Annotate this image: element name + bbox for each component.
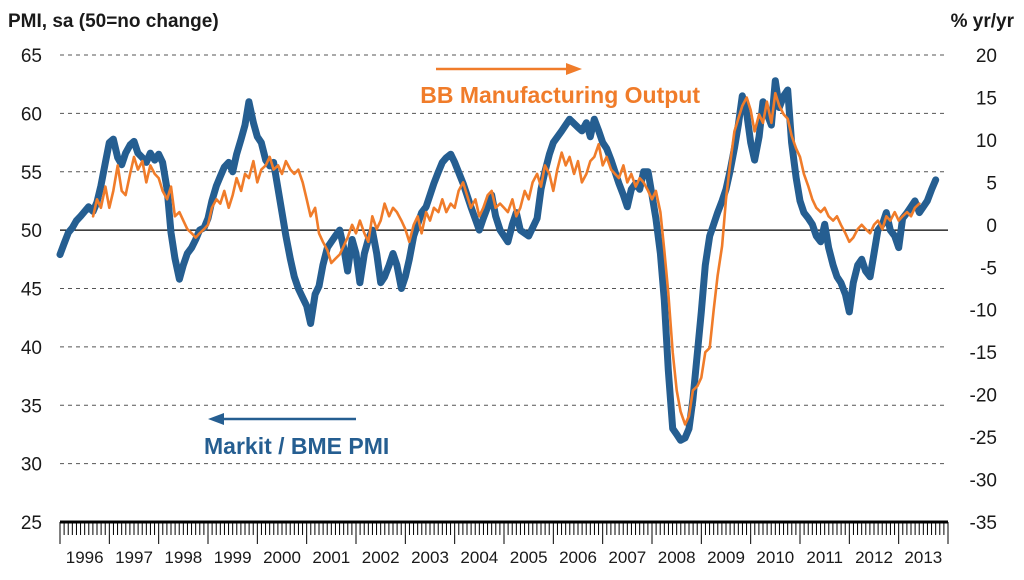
x-tick-label: 2009 — [707, 548, 745, 567]
right-tick-label: 0 — [986, 216, 997, 237]
axes: 1996 1997 1998 1999 2000 2001 2002 2003 2004 2005… — [21, 46, 997, 567]
x-tick-label: 1999 — [214, 548, 252, 567]
x-tick-label: 1998 — [164, 548, 202, 567]
left-arrow-icon — [208, 413, 224, 425]
left-tick-label: 40 — [21, 338, 42, 359]
right-tick-label: -20 — [970, 386, 997, 407]
left-axis-title: PMI, sa (50=no change) — [8, 11, 219, 32]
x-tick-label: 2011 — [806, 548, 843, 567]
left-tick-label: 45 — [21, 280, 42, 301]
x-tick-label: 2003 — [411, 548, 449, 567]
left-tick-label: 65 — [21, 46, 42, 67]
right-axis-title: % yr/yr — [951, 11, 1015, 32]
right-arrow-icon — [566, 63, 582, 75]
x-tick-label: 2008 — [658, 548, 696, 567]
series-group — [56, 77, 940, 444]
x-tick-label: 2010 — [756, 548, 794, 567]
right-tick-label: -35 — [970, 513, 997, 534]
right-tick-label: 20 — [976, 46, 997, 67]
left-tick-label: 35 — [21, 396, 42, 417]
right-tick-label: -5 — [980, 258, 997, 279]
x-tick-label: 2001 — [312, 548, 350, 567]
left-tick-label: 25 — [21, 513, 42, 534]
x-tick-label: 2006 — [559, 548, 597, 567]
blue-series-label: Markit / BME PMI — [204, 433, 389, 459]
right-tick-label: 15 — [976, 88, 997, 109]
right-tick-label: 10 — [976, 131, 997, 152]
x-tick-label: 2005 — [510, 548, 548, 567]
left-tick-label: 50 — [21, 221, 42, 242]
x-tick-label: 2000 — [263, 548, 301, 567]
right-tick-label: -15 — [970, 343, 997, 364]
right-tick-label: 5 — [986, 173, 997, 194]
right-tick-label: -30 — [970, 471, 997, 492]
manufacturing-output-series-line — [91, 91, 921, 426]
right-tick-label: -10 — [970, 301, 997, 322]
pmi-series-line — [56, 77, 940, 444]
x-tick-label: 2007 — [608, 548, 646, 567]
right-tick-label: -25 — [970, 428, 997, 449]
left-tick-label: 55 — [21, 163, 42, 184]
x-tick-label: 2013 — [904, 548, 942, 567]
x-tick-label: 2004 — [460, 548, 498, 567]
x-tick-label: 2002 — [362, 548, 400, 567]
left-tick-label: 30 — [21, 455, 42, 476]
x-tick-label: 1996 — [66, 548, 104, 567]
x-tick-label: 2012 — [855, 548, 893, 567]
orange-series-label: BB Manufacturing Output — [420, 82, 700, 108]
left-tick-label: 60 — [21, 104, 42, 125]
x-tick-label: 1997 — [115, 548, 153, 567]
grid-lines — [60, 54, 948, 465]
